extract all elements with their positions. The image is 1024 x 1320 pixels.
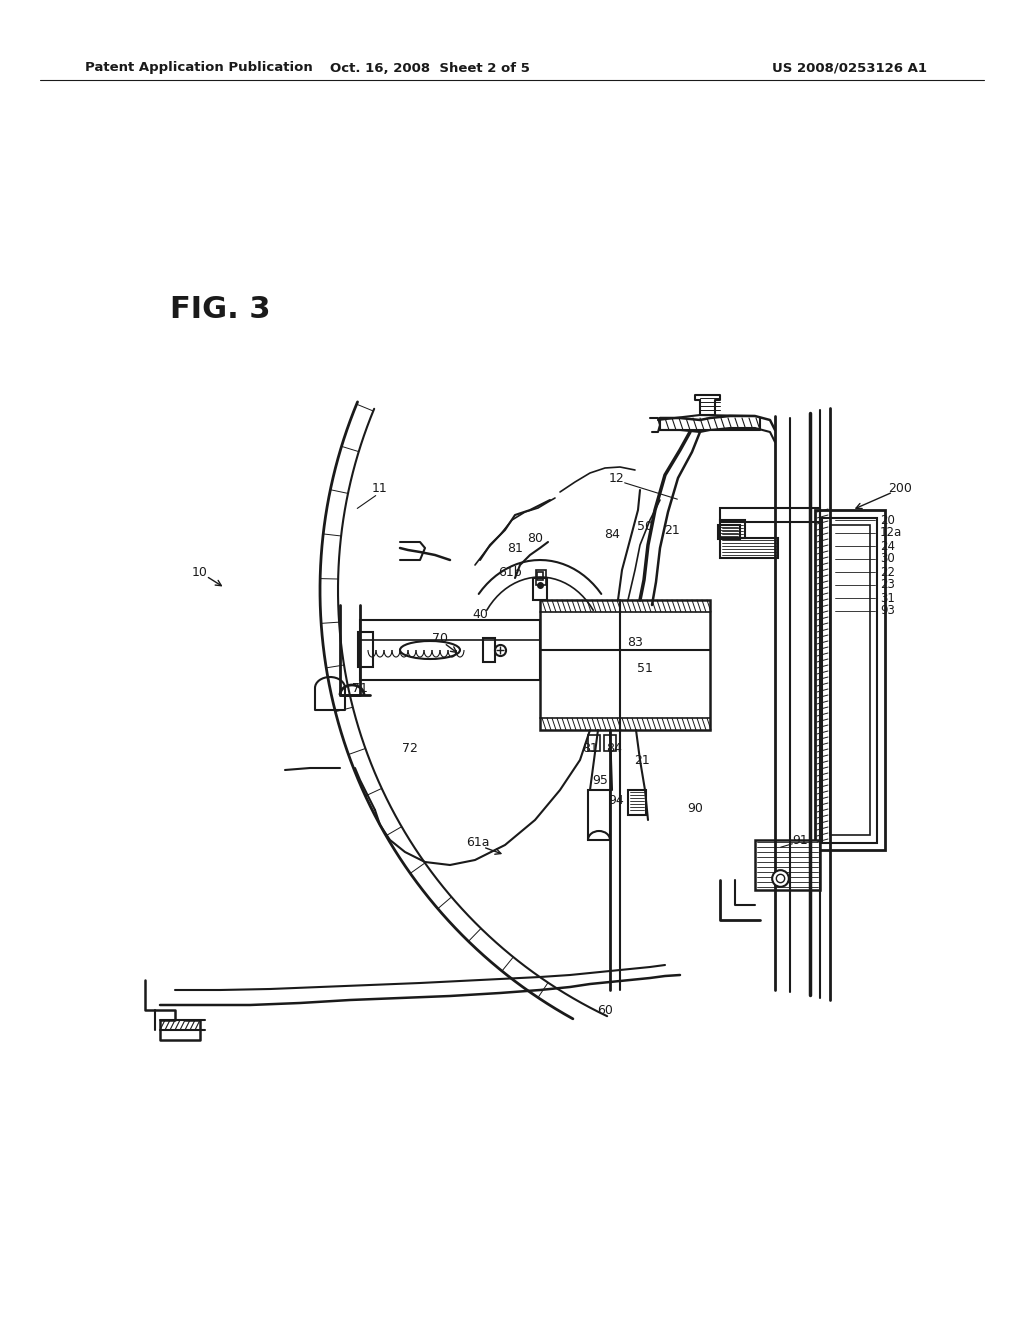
Text: 61a: 61a xyxy=(466,836,489,849)
Bar xyxy=(540,601,710,730)
Text: 50: 50 xyxy=(637,520,653,533)
Bar xyxy=(822,517,877,843)
Text: 12a: 12a xyxy=(880,527,902,540)
Bar xyxy=(720,520,745,539)
Text: 84: 84 xyxy=(604,528,620,541)
Text: 20: 20 xyxy=(880,513,895,527)
Text: 61b: 61b xyxy=(499,565,522,578)
Text: 93: 93 xyxy=(880,605,895,618)
Text: 22: 22 xyxy=(880,565,895,578)
Text: 80: 80 xyxy=(527,532,543,544)
Text: 21: 21 xyxy=(665,524,680,536)
Text: 10: 10 xyxy=(193,565,208,578)
Text: 11: 11 xyxy=(372,482,388,495)
Text: 81: 81 xyxy=(507,541,523,554)
Text: Oct. 16, 2008  Sheet 2 of 5: Oct. 16, 2008 Sheet 2 of 5 xyxy=(330,62,530,74)
Text: 31: 31 xyxy=(880,591,895,605)
Bar xyxy=(360,620,540,680)
Text: 24: 24 xyxy=(880,540,895,553)
Text: 60: 60 xyxy=(597,1003,613,1016)
Bar xyxy=(483,638,495,663)
Text: 72: 72 xyxy=(402,742,418,755)
Text: 94: 94 xyxy=(608,793,624,807)
Text: FIG. 3: FIG. 3 xyxy=(170,296,270,325)
Text: US 2008/0253126 A1: US 2008/0253126 A1 xyxy=(772,62,928,74)
Text: 81: 81 xyxy=(582,742,598,755)
Bar xyxy=(536,570,546,585)
Bar xyxy=(537,572,543,579)
Bar xyxy=(755,840,820,890)
Text: 90: 90 xyxy=(687,801,702,814)
Bar xyxy=(720,539,778,558)
Text: 12: 12 xyxy=(609,471,625,484)
Text: 23: 23 xyxy=(880,578,895,591)
Text: 83: 83 xyxy=(627,635,643,648)
Bar xyxy=(830,525,870,836)
Text: 51: 51 xyxy=(637,661,653,675)
Bar xyxy=(815,510,885,850)
Text: 40: 40 xyxy=(472,609,488,622)
Text: Patent Application Publication: Patent Application Publication xyxy=(85,62,312,74)
Bar xyxy=(604,735,616,751)
Bar xyxy=(628,789,646,814)
Text: 21: 21 xyxy=(634,754,650,767)
Text: 95: 95 xyxy=(592,774,608,787)
Bar xyxy=(718,525,740,539)
Text: 200: 200 xyxy=(888,482,912,495)
Text: 84: 84 xyxy=(606,742,622,755)
Bar xyxy=(588,789,610,840)
Text: 30: 30 xyxy=(880,553,895,565)
Text: 70: 70 xyxy=(432,631,449,644)
Text: 91: 91 xyxy=(793,833,808,846)
Bar xyxy=(358,632,373,667)
Text: 71: 71 xyxy=(352,681,368,694)
Bar xyxy=(720,508,820,521)
Bar xyxy=(588,735,600,751)
Bar xyxy=(534,578,547,601)
